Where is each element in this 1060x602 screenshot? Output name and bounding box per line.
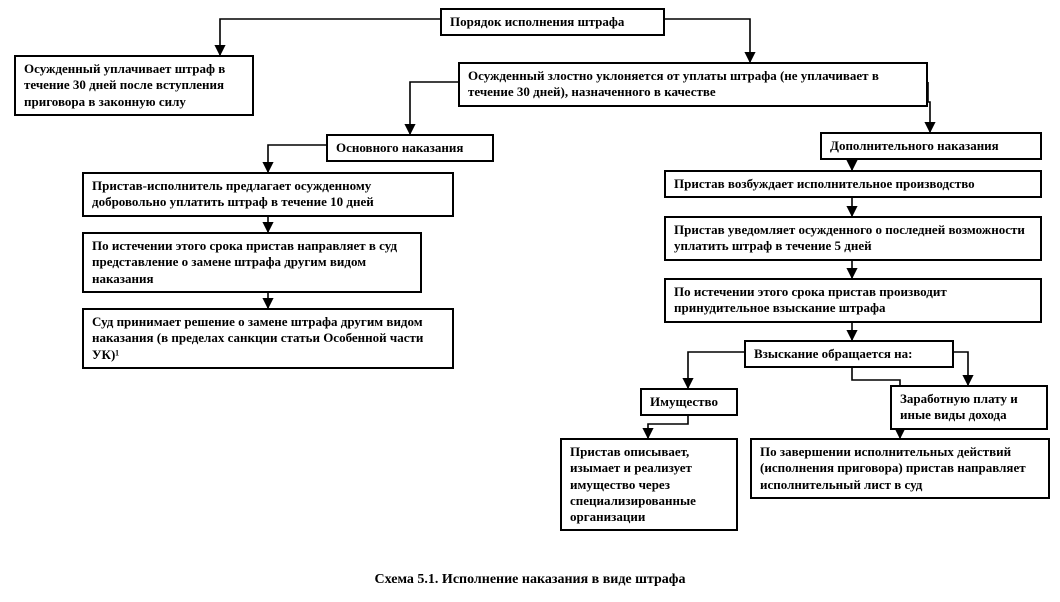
node-property: Имущество: [640, 388, 738, 416]
node-seize-text: Взыскание обращается на:: [754, 346, 913, 361]
node-additional-punishment: Дополнительного наказания: [820, 132, 1042, 160]
node-seize: Взыскание обращается на:: [744, 340, 954, 368]
node-final: По завершении исполнительных действий (и…: [750, 438, 1050, 499]
node-root-text: Порядок исполнения штрафа: [450, 14, 624, 29]
node-right-b: Пристав уведомляет осужденного о последн…: [664, 216, 1042, 261]
node-left-a-text: Пристав-исполнитель предлагает осужденно…: [92, 178, 374, 209]
diagram-caption-text: Схема 5.1. Исполнение наказания в виде ш…: [375, 572, 686, 587]
diagram-canvas: Порядок исполнения штрафа Осужденный упл…: [0, 0, 1060, 602]
edge-seize-property: [688, 352, 744, 388]
node-left-b-text: По истечении этого срока пристав направл…: [92, 238, 397, 286]
node-additional-punishment-text: Дополнительного наказания: [830, 138, 999, 153]
node-final-text: По завершении исполнительных действий (и…: [760, 444, 1026, 492]
node-left1: Осужденный уплачивает штраф в течение 30…: [14, 55, 254, 116]
edge-seize-salary: [954, 352, 968, 385]
node-salary-text: Заработную плату и иные виды дохода: [900, 391, 1018, 422]
node-left-a: Пристав-исполнитель предлагает осужденно…: [82, 172, 454, 217]
node-left-c: Суд принимает решение о замене штрафа др…: [82, 308, 454, 369]
diagram-caption: Схема 5.1. Исполнение наказания в виде ш…: [0, 572, 1060, 588]
edge-root-left1: [220, 19, 440, 55]
edge-evade-add_pun: [928, 82, 930, 132]
node-root: Порядок исполнения штрафа: [440, 8, 665, 36]
node-salary: Заработную плату и иные виды дохода: [890, 385, 1048, 430]
node-main-punishment: Основного наказания: [326, 134, 494, 162]
node-property-description: Пристав описывает, изымает и реализует и…: [560, 438, 738, 531]
node-main-punishment-text: Основного наказания: [336, 140, 463, 155]
node-right-a: Пристав возбуждает исполнительное произв…: [664, 170, 1042, 198]
node-evade-text: Осужденный злостно уклоняется от уплаты …: [468, 68, 879, 99]
edge-root-evade: [665, 19, 750, 62]
node-evade: Осужденный злостно уклоняется от уплаты …: [458, 62, 928, 107]
edge-evade-main_pun: [410, 82, 458, 134]
node-right-b-text: Пристав уведомляет осужденного о последн…: [674, 222, 1025, 253]
node-right-c: По истечении этого срока пристав произво…: [664, 278, 1042, 323]
node-property-description-text: Пристав описывает, изымает и реализует и…: [570, 444, 696, 524]
node-property-text: Имущество: [650, 394, 718, 409]
node-right-c-text: По истечении этого срока пристав произво…: [674, 284, 947, 315]
node-left-c-text: Суд принимает решение о замене штрафа др…: [92, 314, 423, 362]
edge-main_pun-left_a: [268, 145, 330, 172]
node-left1-text: Осужденный уплачивает штраф в течение 30…: [24, 61, 225, 109]
node-left-b: По истечении этого срока пристав направл…: [82, 232, 422, 293]
node-right-a-text: Пристав возбуждает исполнительное произв…: [674, 176, 975, 191]
